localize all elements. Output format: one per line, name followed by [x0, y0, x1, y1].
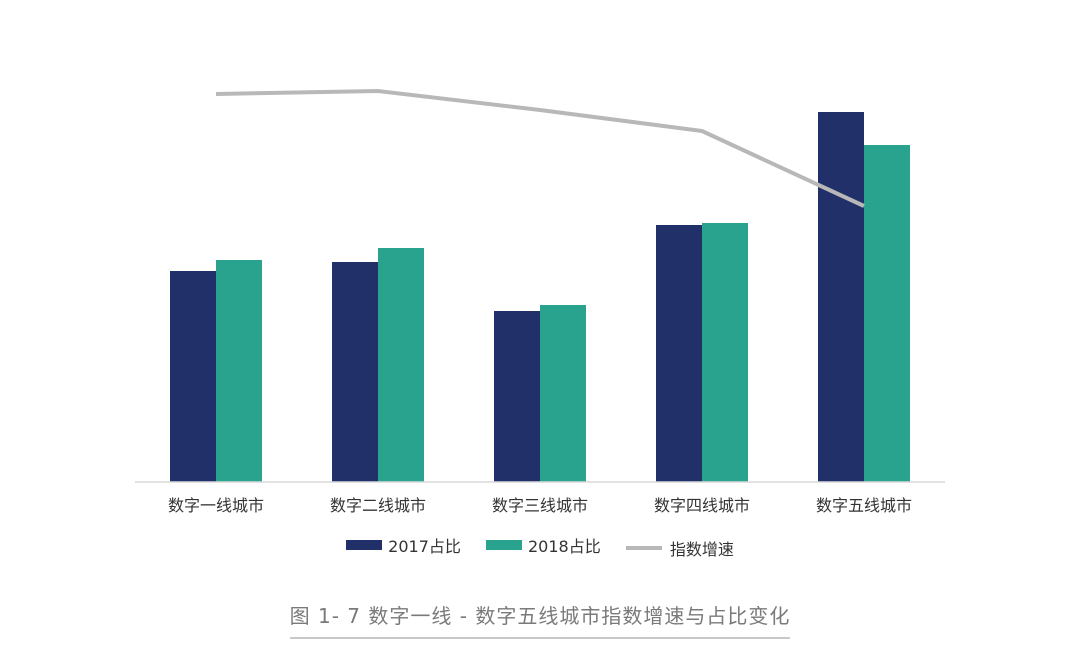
legend-swatch-growth — [625, 546, 662, 550]
x-tick-label-4: 数字四线城市 — [654, 496, 750, 515]
legend-item-growth: 指数增速 — [625, 536, 734, 560]
legend: 2017占比 2018占比 指数增速 — [0, 533, 1080, 560]
figure-caption: 图 1- 7 数字一线 - 数字五线城市指数增速与占比变化 — [0, 600, 1080, 639]
legend-item-2018: 2018占比 — [485, 533, 601, 557]
legend-swatch-2018 — [485, 540, 522, 550]
caption-text: 图 1- 7 数字一线 - 数字五线城市指数增速与占比变化 — [289, 600, 791, 639]
bar-2018-5 — [864, 145, 910, 482]
bar-2018-3 — [540, 305, 586, 482]
legend-label-2017: 2017占比 — [388, 537, 461, 556]
bar-2018-4 — [702, 223, 748, 482]
bar-2017-5 — [818, 112, 864, 482]
bar-2017-3 — [494, 311, 540, 482]
legend-label-2018: 2018占比 — [527, 537, 601, 556]
x-tick-label-3: 数字三线城市 — [492, 496, 588, 515]
bar-2017-2 — [332, 262, 378, 482]
bar-2017-1 — [170, 271, 216, 482]
bar-group — [170, 112, 910, 482]
growth-line — [215, 89, 865, 208]
x-tick-label-2: 数字二线城市 — [330, 496, 426, 515]
x-tick-label-1: 数字一线城市 — [168, 496, 264, 515]
x-tick-labels: 数字一线城市 数字二线城市 数字三线城市 数字四线城市 数字五线城市 — [168, 496, 912, 515]
legend-label-growth: 指数增速 — [669, 540, 734, 559]
legend-item-2017: 2017占比 — [346, 533, 461, 557]
bar-2017-4 — [656, 225, 702, 482]
bar-2018-1 — [216, 260, 262, 482]
x-tick-label-5: 数字五线城市 — [816, 496, 912, 515]
legend-swatch-2017 — [346, 540, 383, 550]
line-group — [215, 89, 865, 208]
bar-2018-2 — [378, 248, 424, 482]
